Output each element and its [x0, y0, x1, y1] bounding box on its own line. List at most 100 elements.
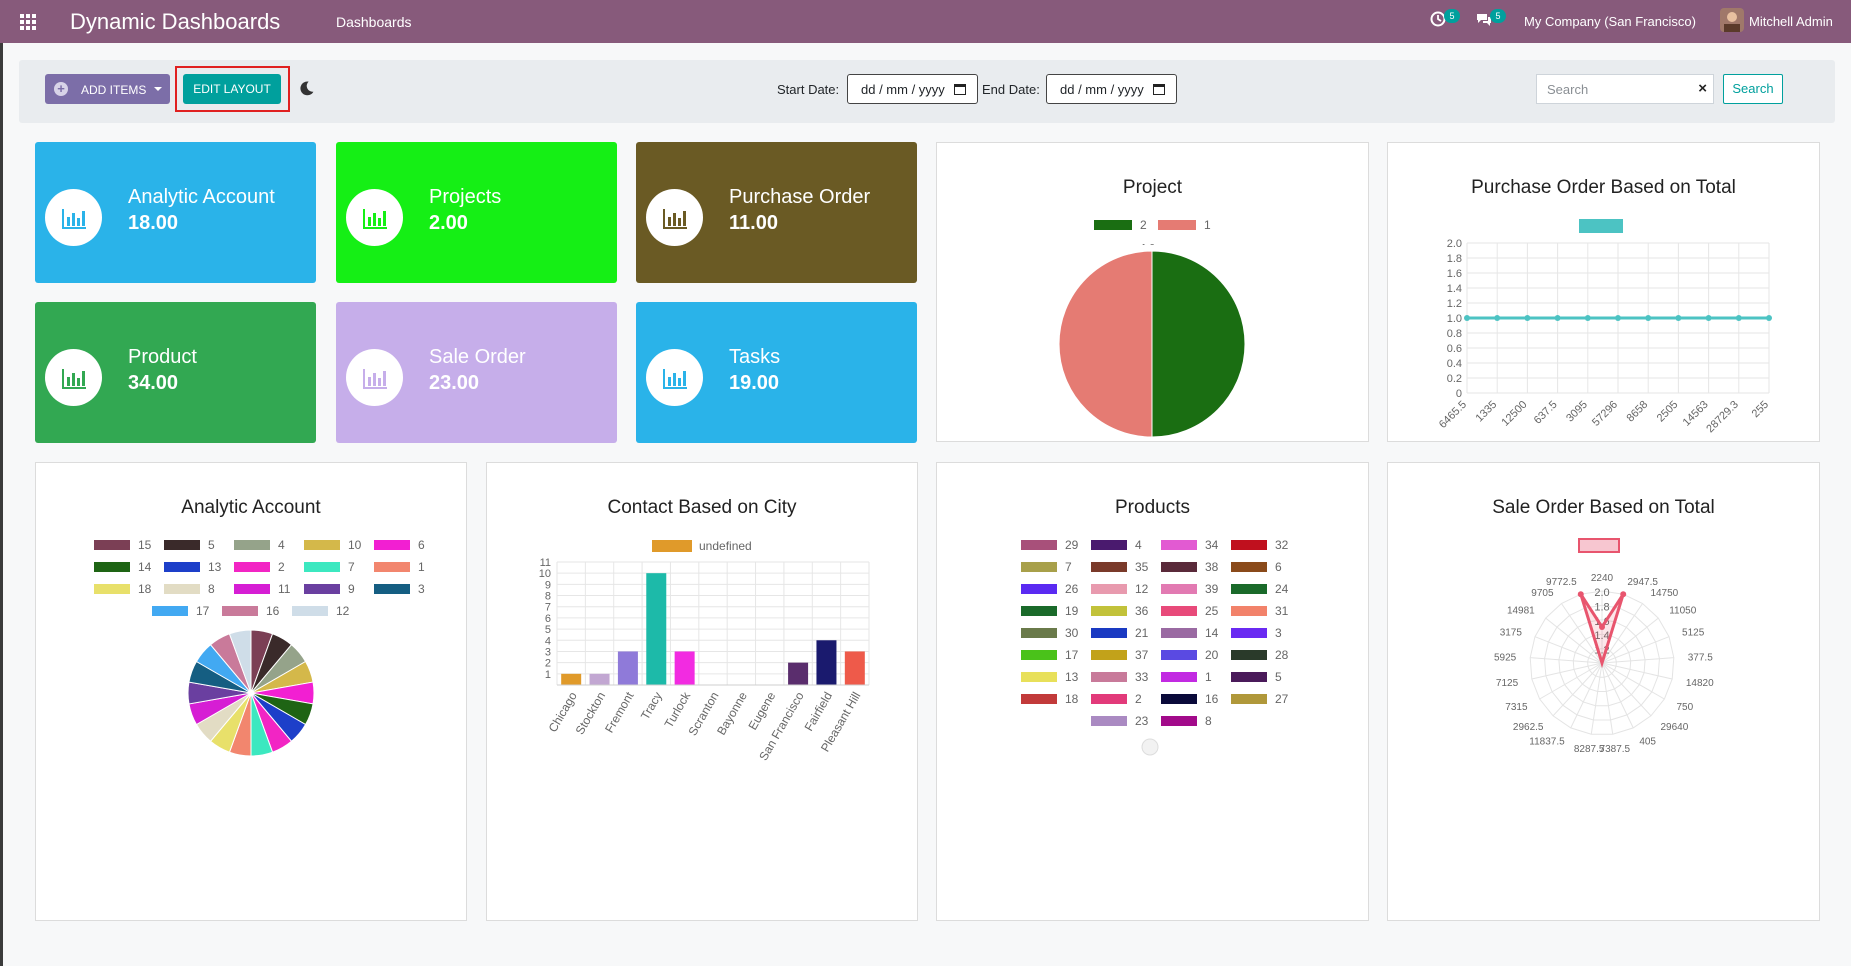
y-tick-label: 2: [545, 658, 551, 670]
radar-spoke: [1539, 662, 1603, 700]
search-button[interactable]: Search: [1723, 74, 1783, 104]
company-switcher[interactable]: My Company (San Francisco): [1524, 14, 1696, 29]
tile-analytic-account[interactable]: Analytic Account 18.00: [35, 142, 316, 283]
menu-dashboards[interactable]: Dashboards: [336, 14, 412, 30]
data-point: [1620, 591, 1627, 598]
y-tick-label: 10: [539, 568, 551, 580]
legend-swatch: [164, 584, 200, 594]
legend-swatch: [1578, 538, 1620, 553]
radar-point-label: 7387.5: [1600, 744, 1631, 755]
contact-chart-card: Contact Based on City undefined 11 10 9 8 7 6 5…: [486, 462, 918, 921]
search-input[interactable]: Search ×: [1536, 74, 1714, 104]
data-point: [1554, 315, 1561, 321]
legend-label: 2: [1135, 692, 1142, 706]
legend-swatch: [1091, 672, 1127, 682]
user-menu[interactable]: Mitchell Admin: [1749, 14, 1833, 29]
legend-label: 6: [1275, 560, 1282, 574]
legend-label: 17: [196, 604, 210, 618]
legend-label: 12: [336, 604, 350, 618]
legend-swatch: [1161, 650, 1197, 660]
data-point: [1615, 315, 1621, 321]
legend-swatch: [374, 584, 410, 594]
y-tick-label: 5: [545, 624, 551, 636]
radar-spoke: [1601, 662, 1614, 735]
legend-label: 15: [138, 538, 152, 552]
end-date-input[interactable]: dd / mm / yyyy: [1046, 74, 1177, 104]
y-tick-label: 8: [545, 591, 551, 603]
legend-swatch: [1091, 628, 1127, 638]
data-point: [1494, 315, 1501, 321]
radar-tick-label: 1.4: [1594, 630, 1609, 642]
legend-swatch: [1021, 606, 1057, 616]
legend-swatch: [1091, 650, 1127, 660]
radar-point-label: 405: [1639, 736, 1656, 747]
radar-ring: [1529, 590, 1675, 735]
legend-label: 20: [1205, 648, 1219, 662]
x-tick-label: 8658: [1625, 399, 1651, 425]
radar-point-label: 14820: [1686, 678, 1714, 689]
products-chart-card: Products 29 4 34 32 7 35 38 6 26 12 39 24 19 36 25 31 30…: [936, 462, 1369, 921]
x-tick-label: 2505: [1655, 399, 1681, 425]
legend-label: 1: [1205, 670, 1212, 684]
radar-point-label: 2947.5: [1627, 577, 1658, 588]
tile-sale-order[interactable]: Sale Order 23.00: [336, 302, 617, 443]
legend-swatch: [234, 540, 270, 550]
bar-chart-icon: [646, 349, 703, 406]
messages-icon[interactable]: [1476, 11, 1492, 27]
tile-purchase-order[interactable]: Purchase Order 11.00: [636, 142, 917, 283]
data-point: [1464, 315, 1470, 321]
dark-mode-moon-icon[interactable]: [298, 80, 315, 97]
radar-point-label: 3175: [1500, 628, 1523, 639]
legend-swatch: [1021, 694, 1057, 704]
legend-swatch: [1231, 540, 1267, 550]
x-tick-label: 6465.5: [1437, 399, 1469, 431]
legend-label: 12: [1135, 582, 1149, 596]
radar-point-label: 5125: [1682, 628, 1705, 639]
user-avatar[interactable]: [1720, 8, 1744, 32]
radar-point-label: 8287.5: [1574, 744, 1605, 755]
plus-circle-icon: +: [54, 82, 68, 96]
bar-chart-icon: [45, 349, 102, 406]
tile-projects[interactable]: Projects 2.00: [336, 142, 617, 283]
clear-search-icon[interactable]: ×: [1698, 80, 1707, 97]
tick-mask: [1087, 245, 1227, 251]
legend-label: 38: [1205, 560, 1219, 574]
legend-swatch: [152, 606, 188, 616]
legend-label: 6: [418, 538, 425, 552]
legend-swatch: [304, 584, 340, 594]
y-tick-label: 11: [540, 557, 551, 569]
legend-swatch: [94, 562, 130, 572]
legend-label: 23: [1135, 714, 1149, 728]
legend-swatch: [1161, 628, 1197, 638]
chart-title: Contact Based on City: [607, 497, 797, 518]
bar-chart-icon: [646, 189, 703, 246]
bar: [674, 651, 695, 685]
project-chart-card: Project 211.0: [936, 142, 1369, 442]
x-tick-label: Fremont: [602, 689, 637, 735]
radar-tick-label: 2.0: [1594, 587, 1609, 599]
add-items-button[interactable]: + ADD ITEMS: [45, 74, 170, 104]
legend-swatch: [1021, 584, 1057, 594]
y-tick-label: 6: [545, 613, 551, 625]
radar-spoke: [1534, 636, 1603, 664]
bar: [589, 673, 610, 685]
radar-point-label: 750: [1676, 702, 1693, 713]
legend-label: 11: [278, 582, 291, 596]
legend-swatch: [374, 540, 410, 550]
pie-slice: [1058, 250, 1153, 438]
apps-menu-icon[interactable]: [20, 14, 36, 30]
legend-swatch: [1231, 694, 1267, 704]
legend-swatch: [304, 562, 340, 572]
radar-ring: [1558, 619, 1646, 707]
app-brand[interactable]: Dynamic Dashboards: [70, 9, 281, 34]
radar-point-label: 9705: [1531, 588, 1554, 599]
tile-product[interactable]: Product 34.00: [35, 302, 316, 443]
legend-label: 7: [1065, 560, 1072, 574]
edit-layout-button[interactable]: EDIT LAYOUT: [183, 74, 281, 104]
legend-label: 19: [1065, 604, 1079, 618]
legend-swatch: [1161, 694, 1197, 704]
legend-swatch: [1021, 562, 1057, 572]
start-date-input[interactable]: dd / mm / yyyy: [847, 74, 978, 104]
data-point: [1599, 624, 1605, 630]
tile-tasks[interactable]: Tasks 19.00: [636, 302, 917, 443]
